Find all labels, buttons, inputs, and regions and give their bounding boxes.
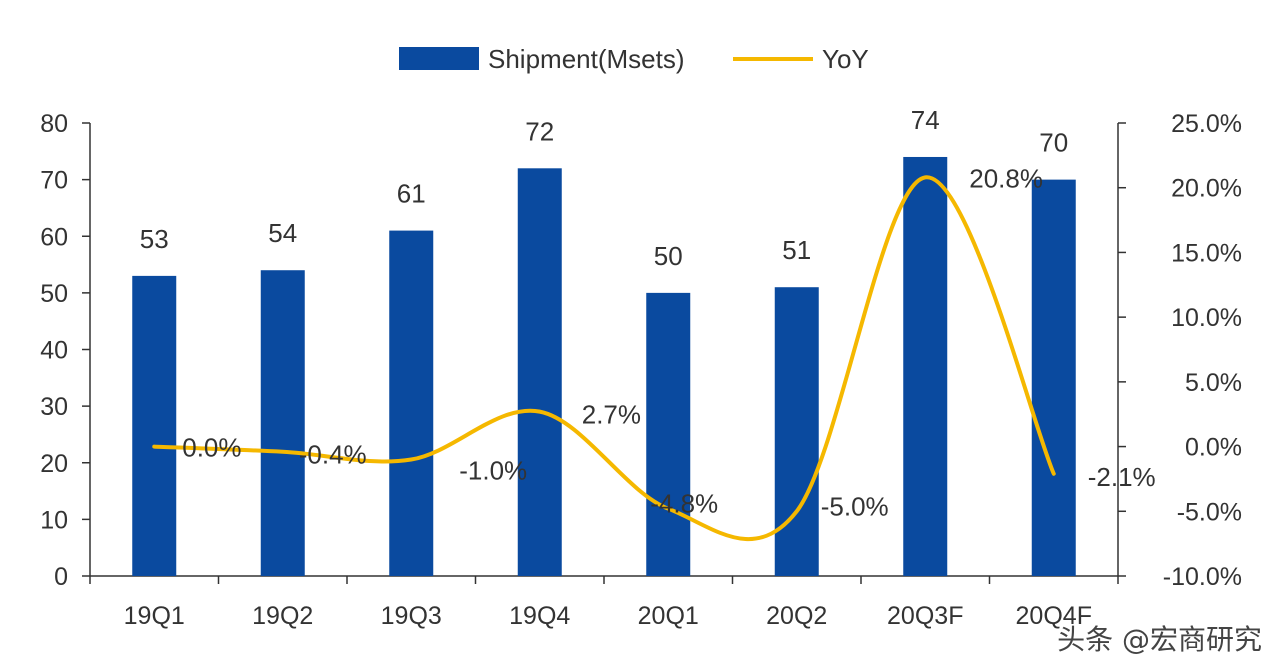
yoy-data-label: -0.4% bbox=[299, 440, 367, 470]
left-axis: 0 10 20 30 40 50 60 70 80 bbox=[40, 110, 91, 591]
yoy-data-label: 2.7% bbox=[582, 400, 641, 430]
x-tick-label: 19Q2 bbox=[252, 602, 313, 630]
left-tick-label: 80 bbox=[40, 110, 68, 138]
x-tick-label: 20Q1 bbox=[638, 602, 699, 630]
yoy-data-label: -5.0% bbox=[821, 491, 889, 521]
left-tick-label: 0 bbox=[54, 563, 68, 591]
left-tick-label: 70 bbox=[40, 167, 68, 195]
bar bbox=[646, 292, 691, 576]
right-tick-label: 15.0% bbox=[1171, 239, 1242, 267]
bar bbox=[903, 156, 948, 576]
legend: Shipment(Msets) YoY bbox=[399, 44, 869, 74]
bar-data-label: 54 bbox=[268, 218, 297, 248]
bar-data-label: 70 bbox=[1039, 128, 1068, 158]
bar bbox=[132, 275, 177, 576]
left-tick-label: 20 bbox=[40, 450, 68, 478]
right-tick-label: 0.0% bbox=[1185, 434, 1242, 462]
bar-data-labels: 53 54 61 72 50 51 74 70 bbox=[140, 105, 1068, 271]
bar-data-label: 74 bbox=[911, 105, 940, 135]
right-tick-label: 5.0% bbox=[1185, 369, 1242, 397]
bar bbox=[1031, 179, 1076, 576]
bar-data-label: 50 bbox=[654, 241, 683, 271]
watermark: 头条 @宏商研究 bbox=[1057, 623, 1262, 656]
x-tick-label: 20Q3F bbox=[887, 602, 963, 630]
bar bbox=[389, 230, 434, 576]
bar-data-label: 53 bbox=[140, 224, 169, 254]
x-tick-label: 19Q1 bbox=[124, 602, 185, 630]
left-tick-label: 40 bbox=[40, 337, 68, 365]
bar-series bbox=[132, 156, 1076, 577]
right-axis: -10.0% -5.0% 0.0% 5.0% 10.0% 15.0% 20.0% 25.0% bbox=[1117, 110, 1242, 591]
bar bbox=[517, 168, 562, 577]
yoy-data-label: -1.0% bbox=[459, 456, 527, 486]
right-tick-label: -10.0% bbox=[1163, 563, 1242, 591]
left-tick-label: 10 bbox=[40, 506, 68, 534]
yoy-line-series bbox=[152, 175, 1056, 542]
right-tick-label: 25.0% bbox=[1171, 110, 1242, 138]
legend-label-shipment: Shipment(Msets) bbox=[488, 44, 685, 74]
x-tick-label: 19Q3 bbox=[381, 602, 442, 630]
x-tick-label: 20Q2 bbox=[766, 602, 827, 630]
legend-label-yoy: YoY bbox=[822, 44, 869, 74]
yoy-data-label: 20.8% bbox=[969, 163, 1043, 193]
yoy-line bbox=[152, 175, 1056, 542]
x-tick-label: 20Q4F bbox=[1016, 602, 1092, 630]
yoy-data-label: 0.0% bbox=[182, 433, 241, 463]
yoy-data-label: -4.8% bbox=[650, 489, 718, 519]
bar-data-label: 61 bbox=[397, 179, 426, 209]
legend-swatch-shipment bbox=[399, 47, 479, 70]
left-tick-label: 60 bbox=[40, 223, 68, 251]
bar-data-label: 51 bbox=[782, 235, 811, 265]
right-tick-label: 20.0% bbox=[1171, 175, 1242, 203]
x-tick-label: 19Q4 bbox=[509, 602, 570, 630]
x-axis: 19Q1 19Q2 19Q3 19Q4 20Q1 20Q2 20Q3F 20Q4F bbox=[89, 575, 1119, 630]
bar bbox=[260, 270, 305, 576]
right-tick-label: -5.0% bbox=[1177, 498, 1242, 526]
left-tick-label: 30 bbox=[40, 393, 68, 421]
left-tick-label: 50 bbox=[40, 280, 68, 308]
bar-data-label: 72 bbox=[525, 116, 554, 146]
yoy-data-label: -2.1% bbox=[1088, 462, 1156, 492]
right-tick-label: 10.0% bbox=[1171, 304, 1242, 332]
yoy-data-labels: 0.0% -0.4% -1.0% 2.7% -4.8% -5.0% 20.8% -2.1% bbox=[182, 163, 1155, 521]
bar bbox=[774, 287, 819, 576]
